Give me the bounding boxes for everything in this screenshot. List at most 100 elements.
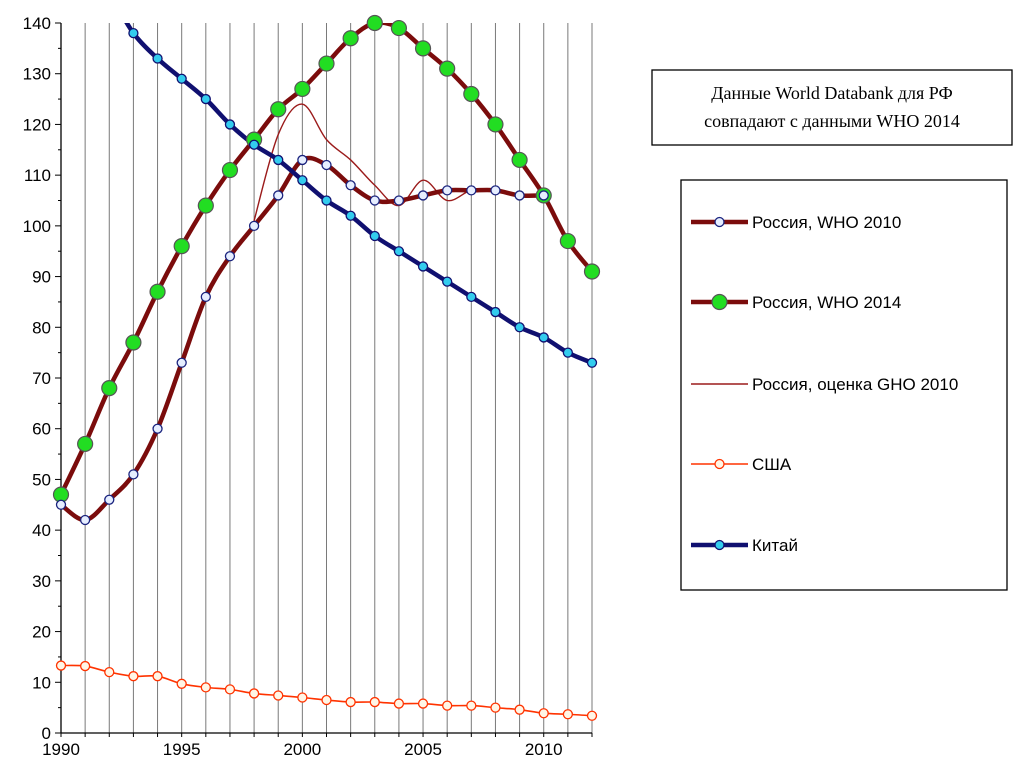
y-tick-label: 140 xyxy=(23,14,51,33)
data-point-4 xyxy=(586,357,598,368)
data-point-3 xyxy=(321,694,332,706)
data-point-3 xyxy=(586,710,598,721)
y-tick-label: 40 xyxy=(32,521,51,540)
data-point-4 xyxy=(345,210,356,221)
data-point-4 xyxy=(417,261,429,272)
data-point-3 xyxy=(538,708,549,719)
data-point-3 xyxy=(273,690,284,701)
data-point-0 xyxy=(442,185,453,196)
data-point-3 xyxy=(417,698,429,709)
data-point-0 xyxy=(514,190,525,201)
data-point-1 xyxy=(463,85,480,103)
data-point-4 xyxy=(224,119,236,130)
data-point-1 xyxy=(366,14,383,32)
data-point-3 xyxy=(176,678,187,689)
data-point-3 xyxy=(562,709,574,720)
data-point-4 xyxy=(273,154,284,166)
data-point-0 xyxy=(104,494,115,505)
data-point-4 xyxy=(248,139,260,150)
data-point-0 xyxy=(538,190,549,201)
legend-label: Россия, WHO 2010 xyxy=(752,213,901,232)
data-point-0 xyxy=(248,220,260,232)
legend-swatch-marker xyxy=(711,293,728,311)
y-tick-label: 110 xyxy=(24,166,51,185)
data-point-3 xyxy=(79,660,91,672)
data-point-3 xyxy=(297,692,308,703)
data-point-0 xyxy=(152,423,163,434)
data-point-4 xyxy=(200,93,211,105)
data-point-0 xyxy=(273,190,284,201)
data-point-3 xyxy=(393,698,405,709)
data-point-0 xyxy=(345,180,356,191)
data-point-0 xyxy=(128,469,139,480)
data-point-3 xyxy=(514,704,525,715)
data-point-3 xyxy=(442,700,453,711)
data-point-1 xyxy=(173,238,190,255)
grid xyxy=(84,23,593,733)
data-point-0 xyxy=(79,514,91,526)
data-point-1 xyxy=(221,161,239,179)
data-point-4 xyxy=(442,276,453,287)
y-tick-label: 10 xyxy=(32,673,51,692)
data-point-1 xyxy=(583,263,601,280)
y-tick-label: 20 xyxy=(32,623,51,642)
data-point-1 xyxy=(149,283,166,300)
data-point-0 xyxy=(393,195,405,206)
legend-swatch-marker xyxy=(714,216,725,228)
data-point-4 xyxy=(152,53,163,64)
data-point-0 xyxy=(466,185,477,196)
data-point-1 xyxy=(101,380,118,397)
data-point-3 xyxy=(466,700,477,711)
data-point-1 xyxy=(414,40,432,57)
data-point-1 xyxy=(294,80,311,98)
x-tick-label: 2005 xyxy=(404,740,442,759)
legend-frame xyxy=(680,179,1008,591)
legend-swatch-marker xyxy=(714,458,725,470)
data-point-1 xyxy=(439,60,456,77)
x-tick-label: 2010 xyxy=(525,740,563,759)
data-point-4 xyxy=(393,246,405,257)
legend: Россия, WHO 2010 Россия, WHO 2014 Россия, … xyxy=(680,179,1008,591)
data-point-3 xyxy=(200,682,211,693)
data-point-4 xyxy=(176,73,187,84)
data-point-4 xyxy=(128,27,139,39)
data-point-0 xyxy=(490,185,501,196)
y-tick-label: 90 xyxy=(32,268,51,287)
y-tick-label: 80 xyxy=(32,318,51,337)
data-point-4 xyxy=(297,175,308,186)
data-point-0 xyxy=(321,159,332,171)
axes xyxy=(55,22,593,737)
y-tick-label: 50 xyxy=(32,470,51,489)
data-point-3 xyxy=(369,696,380,708)
annotation-line-2: совпадают с данными WHO 2014 xyxy=(704,111,960,131)
data-point-4 xyxy=(514,322,525,333)
data-point-1 xyxy=(125,334,142,351)
data-point-1 xyxy=(342,30,359,47)
data-point-0 xyxy=(55,499,67,510)
data-point-1 xyxy=(270,101,287,118)
y-tick-label: 0 xyxy=(42,724,51,743)
data-point-3 xyxy=(128,671,139,682)
tick-labels: 0 10 20 30 40 50 60 70 80 90 100 110 120 130 140 1990 19… xyxy=(23,14,563,759)
data-point-1 xyxy=(559,232,576,250)
data-point-4 xyxy=(321,195,332,206)
x-tick-label: 2000 xyxy=(283,740,321,759)
legend-label: Китай xyxy=(752,536,798,555)
data-point-0 xyxy=(417,190,429,201)
data-point-4 xyxy=(490,306,501,318)
y-tick-label: 60 xyxy=(32,420,51,439)
data-point-0 xyxy=(200,291,211,303)
data-point-1 xyxy=(77,435,94,453)
data-point-1 xyxy=(197,197,214,214)
data-point-1 xyxy=(318,55,335,72)
markers-layer xyxy=(52,14,601,721)
data-point-3 xyxy=(490,702,501,713)
data-point-1 xyxy=(390,19,408,37)
data-point-4 xyxy=(466,291,477,303)
data-point-3 xyxy=(104,666,115,678)
legend-swatch-marker xyxy=(714,539,725,551)
data-point-4 xyxy=(562,347,574,358)
data-point-3 xyxy=(152,671,163,682)
y-tick-label: 130 xyxy=(23,65,51,84)
y-tick-label: 30 xyxy=(32,572,51,591)
